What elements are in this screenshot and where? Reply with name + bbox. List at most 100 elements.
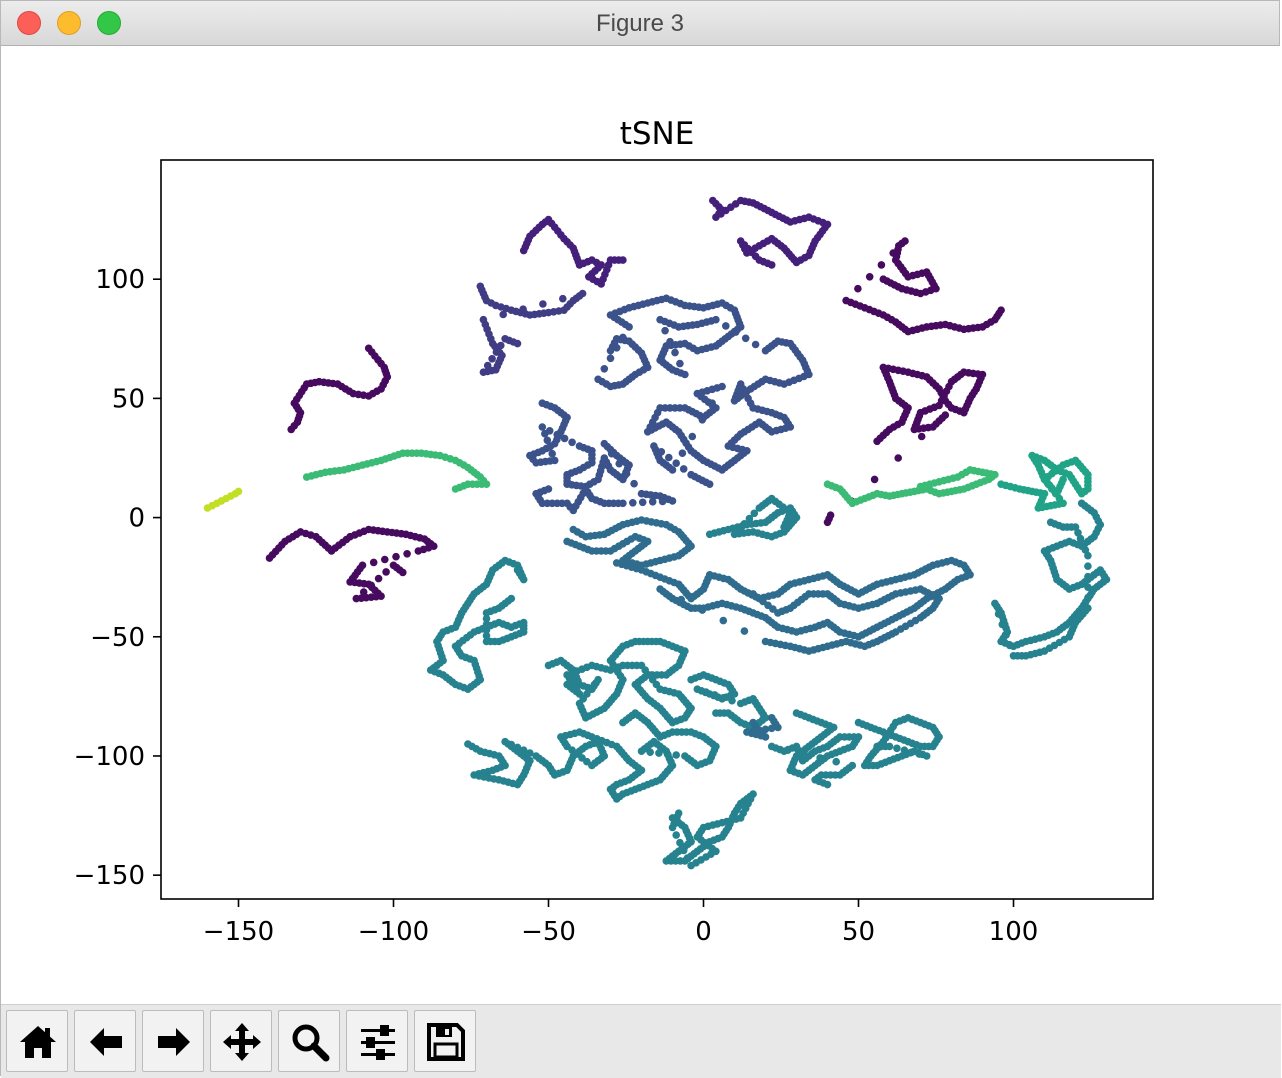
scatter-point bbox=[1084, 604, 1092, 612]
scatter-point bbox=[672, 831, 680, 839]
scatter-point bbox=[780, 523, 788, 531]
scatter-point bbox=[908, 748, 916, 756]
figure-canvas[interactable]: tSNE −150 −100 −50 0 50 100 100 50 0 −50 −100 −150 bbox=[1, 46, 1281, 1004]
scatter-point bbox=[382, 568, 390, 576]
scatter-point bbox=[941, 411, 950, 419]
scatter-point bbox=[751, 340, 760, 349]
scatter-point bbox=[646, 748, 654, 756]
scatter-point bbox=[607, 449, 616, 458]
scatter-point bbox=[594, 375, 602, 384]
scatter-point bbox=[1074, 529, 1082, 537]
scatter-point bbox=[698, 416, 707, 424]
save-button[interactable] bbox=[414, 1010, 476, 1072]
scatter-point bbox=[1059, 475, 1067, 484]
scatter-point bbox=[352, 594, 361, 603]
back-button[interactable] bbox=[74, 1010, 136, 1072]
scatter-point bbox=[767, 261, 776, 269]
scatter-point bbox=[674, 809, 683, 817]
arrow-right-icon bbox=[158, 1028, 190, 1056]
zoom-button[interactable] bbox=[278, 1010, 340, 1072]
scatter-point bbox=[619, 256, 627, 264]
scatter-point bbox=[600, 439, 609, 448]
scatter-point bbox=[619, 718, 627, 727]
tsne-scatter-plot[interactable]: tSNE −150 −100 −50 0 50 100 100 50 0 −50 −100 −150 bbox=[1, 46, 1281, 1004]
floppy-icon bbox=[427, 1023, 465, 1061]
scatter-point bbox=[749, 590, 757, 598]
scatter-point bbox=[553, 430, 561, 439]
scatter-point bbox=[568, 438, 576, 447]
scatter-point bbox=[482, 632, 491, 640]
scatter-point bbox=[894, 454, 902, 462]
scatter-point bbox=[543, 436, 552, 445]
x-tick-label: 0 bbox=[695, 917, 712, 947]
title-bar[interactable]: Figure 3 bbox=[1, 1, 1279, 46]
chart-title: tSNE bbox=[620, 116, 695, 152]
scatter-point bbox=[666, 337, 674, 346]
scatter-point bbox=[712, 709, 720, 717]
sliders-icon bbox=[361, 1025, 395, 1060]
scatter-point bbox=[915, 750, 924, 758]
y-tick-label: 0 bbox=[128, 504, 145, 534]
scatter-point bbox=[234, 487, 243, 496]
scatter-point bbox=[630, 479, 638, 488]
scatter-point bbox=[901, 237, 909, 245]
x-tick-label: 50 bbox=[842, 917, 875, 947]
scatter-point bbox=[606, 354, 615, 363]
scatter-point bbox=[728, 696, 736, 705]
home-button[interactable] bbox=[6, 1010, 68, 1072]
scatter-point bbox=[629, 499, 637, 507]
scatter-point bbox=[369, 558, 378, 567]
forward-button[interactable] bbox=[142, 1010, 204, 1072]
scatter-point bbox=[482, 620, 491, 629]
scatter-point bbox=[718, 382, 726, 391]
pan-button[interactable] bbox=[210, 1010, 272, 1072]
scatter-point bbox=[648, 498, 657, 506]
scatter-point bbox=[761, 725, 770, 734]
scatter-point bbox=[722, 322, 730, 330]
scatter-point bbox=[1084, 593, 1092, 602]
maximize-window-button[interactable] bbox=[97, 11, 121, 35]
scatter-point bbox=[710, 691, 719, 699]
scatter-point bbox=[677, 595, 685, 604]
scatter-point bbox=[665, 453, 673, 462]
scatter-point bbox=[916, 482, 925, 491]
scatter-point bbox=[615, 459, 623, 468]
scatter-point bbox=[740, 627, 749, 635]
scatter-point bbox=[750, 509, 759, 518]
scatter-point bbox=[656, 585, 664, 593]
scatter-point bbox=[712, 315, 720, 324]
scatter-point bbox=[619, 333, 627, 342]
scatter-point bbox=[800, 750, 808, 758]
scatter-point bbox=[578, 289, 587, 298]
scatter-point bbox=[661, 326, 669, 335]
subplots-button[interactable] bbox=[346, 1010, 408, 1072]
scatter-point bbox=[719, 694, 728, 702]
scatter-point bbox=[560, 434, 569, 443]
scatter-point bbox=[359, 588, 368, 596]
scatter-point bbox=[816, 754, 824, 762]
scatter-point bbox=[538, 423, 547, 431]
scatter-point bbox=[539, 300, 547, 308]
scatter-point bbox=[679, 846, 688, 855]
scatter-point bbox=[917, 432, 926, 441]
scatter-point bbox=[832, 757, 840, 766]
scatter-point bbox=[569, 525, 578, 534]
scatter-point bbox=[600, 365, 609, 373]
axes-frame bbox=[160, 159, 1154, 900]
scatter-point bbox=[678, 449, 687, 458]
scatter-point bbox=[865, 273, 874, 281]
window-title: Figure 3 bbox=[595, 10, 685, 37]
scatter-point bbox=[392, 552, 400, 561]
scatter-point bbox=[622, 469, 631, 478]
scatter-point bbox=[1002, 631, 1010, 639]
scatter-point bbox=[658, 497, 667, 506]
scatter-point bbox=[563, 680, 571, 689]
close-window-button[interactable] bbox=[17, 11, 41, 35]
scatter-point bbox=[519, 305, 527, 314]
scatter-point bbox=[482, 614, 491, 623]
minimize-window-button[interactable] bbox=[57, 11, 81, 35]
scatter-point bbox=[488, 355, 496, 363]
scatter-point bbox=[655, 749, 663, 757]
scatter-point bbox=[698, 606, 707, 614]
scatter-point bbox=[403, 550, 411, 558]
